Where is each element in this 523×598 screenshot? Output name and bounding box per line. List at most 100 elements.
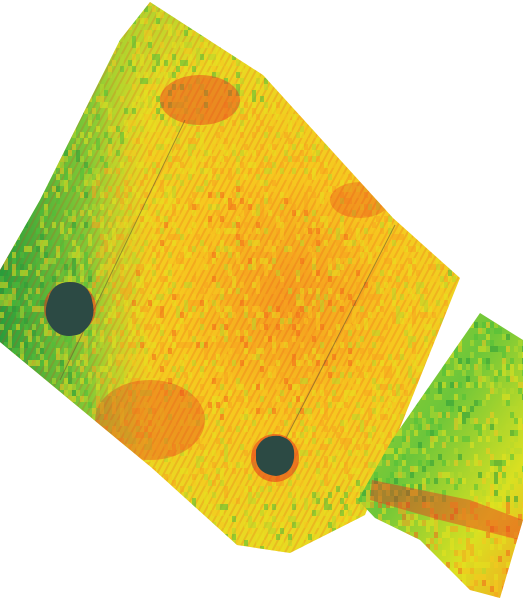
yield-cell: [360, 252, 364, 258]
yield-cell: [248, 204, 252, 210]
yield-cell: [120, 366, 124, 372]
yield-cell: [256, 540, 260, 546]
yield-cell: [184, 468, 188, 474]
yield-cell: [108, 270, 112, 276]
yield-cell: [400, 378, 404, 384]
yield-cell: [20, 348, 24, 354]
yield-cell: [272, 144, 276, 150]
yield-cell: [204, 90, 208, 96]
yield-cell: [388, 366, 392, 372]
yield-cell: [88, 240, 92, 246]
yield-cell: [360, 294, 364, 300]
yield-cell: [180, 264, 184, 270]
yield-cell: [132, 66, 136, 72]
yield-cell: [236, 378, 240, 384]
yield-cell: [156, 318, 160, 324]
yield-cell: [144, 114, 148, 120]
yield-cell: [474, 370, 478, 376]
yield-cell: [140, 78, 144, 84]
yield-cell: [320, 384, 324, 390]
yield-cell: [8, 336, 12, 342]
yield-cell: [400, 348, 404, 354]
yield-cell: [244, 240, 248, 246]
yield-cell: [284, 132, 288, 138]
yield-cell: [92, 366, 96, 372]
yield-cell: [196, 264, 200, 270]
yield-cell: [204, 420, 208, 426]
yield-cell: [288, 342, 292, 348]
yield-cell: [92, 222, 96, 228]
yield-cell: [384, 444, 388, 450]
yield-cell: [376, 270, 380, 276]
yield-cell: [220, 126, 224, 132]
yield-cell: [80, 336, 84, 342]
yield-cell: [256, 180, 260, 186]
yield-cell: [160, 216, 164, 222]
yield-cell: [236, 522, 240, 528]
yield-cell: [168, 372, 172, 378]
yield-cell: [168, 18, 172, 24]
yield-cell: [340, 300, 344, 306]
yield-cell: [188, 330, 192, 336]
yield-cell: [272, 180, 276, 186]
yield-cell: [328, 276, 332, 282]
yield-cell: [208, 228, 212, 234]
yield-cell: [68, 366, 72, 372]
yield-cell: [228, 270, 232, 276]
yield-cell: [428, 264, 432, 270]
yield-cell: [104, 288, 108, 294]
yield-cell: [228, 246, 232, 252]
yield-cell: [332, 162, 336, 168]
yield-cell: [120, 222, 124, 228]
yield-cell: [128, 108, 132, 114]
yield-cell: [216, 378, 220, 384]
yield-cell: [332, 330, 336, 336]
yield-cell: [356, 228, 360, 234]
yield-cell: [348, 186, 352, 192]
yield-cell: [136, 426, 140, 432]
yield-cell: [140, 420, 144, 426]
yield-cell: [84, 162, 88, 168]
yield-cell: [228, 168, 232, 174]
yield-cell: [224, 354, 228, 360]
yield-cell: [280, 414, 284, 420]
yield-cell: [220, 168, 224, 174]
yield-cell: [224, 444, 228, 450]
yield-cell: [136, 264, 140, 270]
yield-cell: [120, 138, 124, 144]
yield-cell: [376, 216, 380, 222]
yield-cell: [108, 144, 112, 150]
yield-cell: [252, 210, 256, 216]
yield-cell: [200, 396, 204, 402]
yield-cell: [96, 270, 100, 276]
yield-cell: [180, 24, 184, 30]
yield-cell: [128, 390, 132, 396]
yield-cell: [384, 366, 388, 372]
yield-cell: [200, 240, 204, 246]
yield-cell: [364, 222, 368, 228]
yield-cell: [372, 258, 376, 264]
yield-cell: [368, 438, 372, 444]
yield-cell: [400, 414, 404, 420]
yield-cell: [348, 504, 352, 510]
yield-cell: [56, 162, 60, 168]
yield-cell: [256, 150, 260, 156]
yield-cell: [100, 102, 104, 108]
yield-cell: [216, 54, 220, 60]
yield-cell: [112, 306, 116, 312]
yield-cell: [380, 372, 384, 378]
yield-cell: [212, 72, 216, 78]
yield-cell: [252, 96, 256, 102]
yield-cell: [120, 264, 124, 270]
yield-cell: [316, 468, 320, 474]
yield-cell: [216, 228, 220, 234]
yield-cell: [324, 234, 328, 240]
yield-cell: [116, 150, 120, 156]
yield-cell: [316, 300, 320, 306]
yield-cell: [324, 456, 328, 462]
yield-cell: [124, 186, 128, 192]
yield-cell: [8, 300, 12, 306]
yield-cell: [340, 516, 344, 522]
yield-cell: [416, 258, 420, 264]
yield-cell: [120, 372, 124, 378]
